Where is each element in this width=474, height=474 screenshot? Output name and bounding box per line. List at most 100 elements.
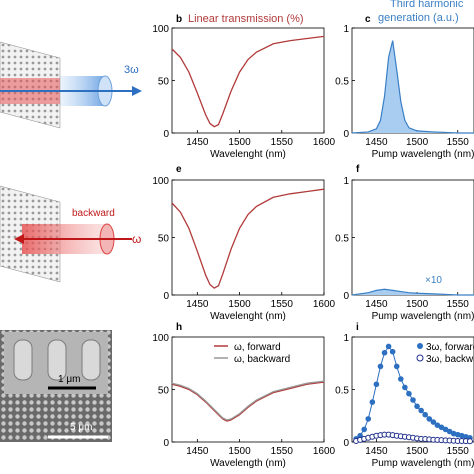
data-point [410,397,416,403]
chart-frame [351,179,474,296]
y-tick-label: 0.5 [335,386,349,397]
series-line [171,35,325,128]
x-tick-label: 1450 [365,446,388,457]
y-tick-label: 100 [152,333,169,344]
panel-title-c: Third harmonic [390,0,464,10]
chart-frame [351,27,474,134]
panel-letter-e: e [176,164,182,175]
data-point [373,381,380,388]
panel-letter-f: f [356,164,360,175]
panel-letter-i: i [356,322,359,333]
data-point [398,376,404,382]
series-line [351,40,474,134]
legend-label: 3ω, backward [426,354,474,365]
data-point [381,349,388,356]
y-tick-label: 0 [163,438,169,449]
y-tick-label: 1 [343,176,349,187]
data-point [389,348,396,355]
panel-letter-h: h [176,322,182,333]
series-area [352,289,474,295]
x-axis-label: Pump wavelength (nm) [372,458,474,469]
panel-title-b: Linear transmission (%) [188,13,304,25]
x-tick-label: 1450 [365,299,388,310]
data-point [406,390,412,397]
legend-marker [416,354,424,362]
data-point [393,363,400,370]
data-point [365,416,372,422]
y-tick-label: 1 [343,333,349,344]
y-tick-label: 100 [152,176,169,187]
scale-5um: 5 μm [70,422,92,433]
y-tick-label: 50 [158,234,170,245]
data-point [361,426,368,433]
x-tick-label: 1450 [365,137,388,148]
label-w: ω [132,232,141,246]
x-tick-label: 1500 [228,137,251,148]
y-tick-label: 0 [163,129,169,140]
data-point [418,407,424,414]
series-line [171,381,325,422]
x-tick-label: 1450 [186,299,209,310]
y-tick-label: 50 [158,77,170,88]
legend-label: 3ω, forward [426,342,474,353]
data-point [426,416,433,422]
y-tick-label: 0 [163,291,169,302]
legend-marker [417,343,423,349]
data-point [422,411,429,418]
x-tick-label: 1450 [186,137,209,148]
data-point [377,363,384,370]
x-tick-label: 1550 [447,299,470,310]
data-point [385,343,392,350]
data-point [369,399,376,405]
x-tick-label: 1500 [228,299,251,310]
x-tick-label: 1550 [271,446,294,457]
x-axis-label: Wavelenght (nm) [210,311,286,322]
label-backward: backward [72,208,115,219]
label-3w: 3ω [124,64,139,76]
chart-b: 0 50 100 1450 1500 1550 1600 Wavelenght (nm) [152,24,335,160]
chart-frame [171,27,325,134]
panel-letter-c: c [365,14,371,25]
y-tick-label: 0 [343,129,349,140]
x-tick-label: 1500 [228,446,251,457]
y-tick-label: 0 [343,291,349,302]
x-tick-label: 1550 [271,137,294,148]
x-tick-label: 1600 [313,299,336,310]
x-tick-label: 1550 [447,137,470,148]
x-tick-label: 1500 [406,299,429,310]
series-area [352,40,474,133]
annotation-x10: ×10 [425,275,442,286]
y-tick-label: 100 [152,24,169,35]
data-point [466,438,473,445]
legend-label: ω, backward [234,354,290,365]
data-point [414,403,420,410]
schematic-backward: backward ω [0,185,141,283]
sem-image: 1 μm 5 μm [0,330,112,442]
chart-h: 0 50 100 1450 1500 1550 1600 Wavelength (nm) ω, … [152,333,335,469]
legend-label: ω, forward [234,342,281,353]
series-line [171,188,325,289]
x-axis-label: Pump wavelength (nm) [372,149,474,160]
y-tick-label: 50 [158,386,170,397]
x-tick-label: 1500 [406,137,429,148]
y-tick-label: 0.5 [335,77,349,88]
series-line [351,288,474,296]
x-tick-label: 1450 [186,446,209,457]
data-point [430,419,437,425]
data-point [357,432,363,439]
scale-1um: 1 μm [58,374,80,385]
schematic-forward: 3ω [0,41,142,129]
panel-title-c-2: generation (a.u.) [378,12,459,24]
x-tick-label: 1550 [447,446,470,457]
x-axis-label: Wavelenght (nm) [210,149,286,160]
y-tick-label: 0 [343,438,349,449]
series-line [171,380,325,421]
panel-letter-b: b [176,14,182,25]
chart-e: 0 50 100 1450 1500 1550 1600 Wavelenght (nm) [152,176,335,322]
y-tick-label: 0.5 [335,234,349,245]
